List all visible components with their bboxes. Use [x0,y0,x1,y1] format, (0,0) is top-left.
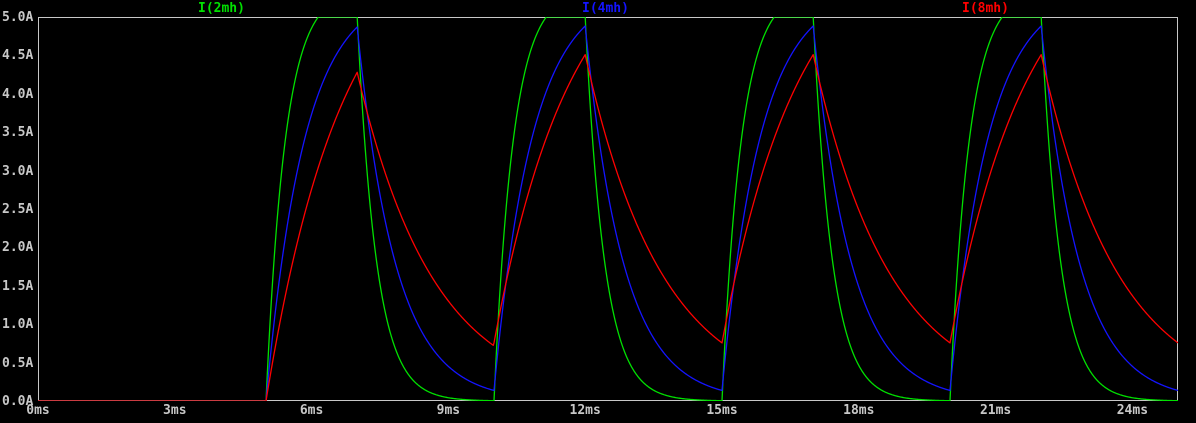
y-tick-label: 3.0A [2,163,34,179]
y-tick-label: 4.0A [2,86,34,102]
y-tick-label: 5.0A [2,10,34,25]
trace-i4mh [38,25,1178,401]
axis-tick-marks [38,17,1134,401]
y-tick-label: 2.0A [2,240,34,256]
y-tick-label: 4.5A [2,48,34,64]
x-tick-label: 21ms [979,403,1012,418]
y-tick-label: 2.5A [2,202,34,217]
x-tick-label: 6ms [299,403,324,418]
y-tick-label: 0.0A [2,394,34,409]
x-tick-label: 15ms [706,403,738,418]
x-tick-label: 12ms [569,403,601,418]
plot-area[interactable] [38,17,1178,401]
y-tick-label: 1.0A [2,317,34,333]
y-tick-label: 3.5A [2,125,34,141]
trace-i8mh [38,53,1178,401]
x-tick-label: 18ms [843,403,875,418]
x-tick-label: 0ms [26,403,50,418]
legend-label-i4mh[interactable]: I(4mh) [582,1,629,16]
legend-label-i2mh[interactable]: I(2mh) [198,1,245,16]
plot-frame [38,17,1178,401]
x-tick-label: 24ms [1116,403,1149,418]
y-tick-label: 1.5A [2,278,34,294]
y-tick-label: 0.5A [2,355,34,371]
x-tick-label: 9ms [436,403,461,418]
x-tick-label: 3ms [163,403,187,418]
waveform-canvas[interactable] [38,17,1178,401]
trace-i2mh [38,17,1178,401]
trace-group [38,17,1178,401]
legend-label-i8mh[interactable]: I(8mh) [962,1,1009,16]
